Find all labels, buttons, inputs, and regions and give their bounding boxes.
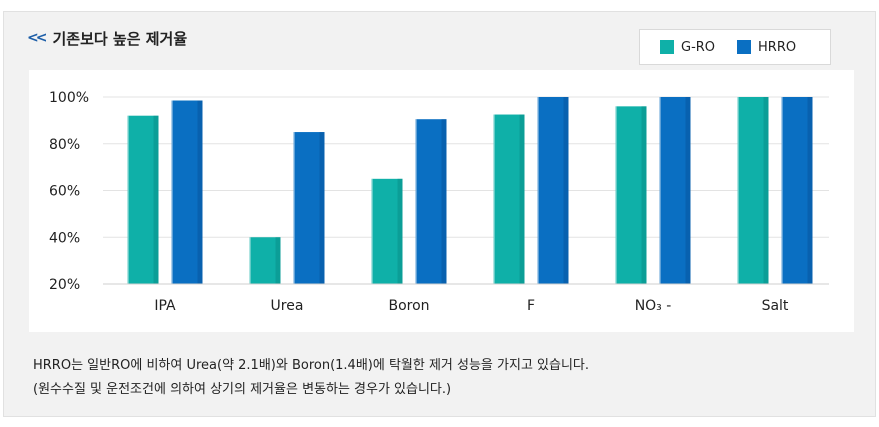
chart-area: 100% 80% 60% 40% 20% IPA Urea Boron F NO₃ - Salt — [29, 70, 854, 332]
bar-g-ro-0 — [127, 115, 159, 284]
x-tick-label: Boron — [388, 298, 429, 314]
y-tick-label: 100% — [49, 90, 89, 106]
bar-g-ro-5 — [737, 97, 769, 284]
legend-label-g-ro: G-RO — [681, 39, 716, 55]
double-chevron-left-icon: << — [27, 30, 48, 46]
legend-label-hrro: HRRO — [758, 39, 797, 55]
y-tick-label: 20% — [49, 277, 80, 293]
section-title: 기존보다 높은 제거율 — [52, 29, 188, 48]
legend: G-RO HRRO — [639, 29, 831, 65]
bar-g-ro-1 — [249, 237, 281, 284]
legend-swatch-g-ro — [660, 40, 674, 54]
bar-hrro-1 — [293, 132, 325, 284]
legend-swatch-hrro — [737, 40, 752, 54]
bar-hrro-5 — [781, 97, 813, 284]
bar-g-ro-4 — [615, 106, 647, 284]
bar-hrro-2 — [415, 119, 447, 284]
y-tick-label: 40% — [49, 230, 80, 246]
bar-hrro-3 — [537, 97, 569, 284]
note-line-2: (원수수질 및 운전조건에 의하여 상기의 제거율은 변동하는 경우가 있습니다… — [33, 382, 452, 397]
bar-hrro-4 — [659, 97, 691, 284]
legend-item-g-ro: G-RO — [660, 40, 715, 55]
bar-hrro-0 — [171, 100, 203, 284]
legend-item-hrro: HRRO — [737, 40, 796, 55]
x-tick-label: F — [527, 298, 535, 314]
bar-chart: 100% 80% 60% 40% 20% IPA Urea Boron F NO₃ - Salt — [49, 90, 829, 314]
x-tick-label: Salt — [762, 298, 789, 314]
note-line-1: HRRO는 일반RO에 비하여 Urea(약 2.1배)와 Boron(1.4배… — [33, 358, 590, 373]
section-header: << 기존보다 높은 제거율 — [27, 27, 187, 49]
x-tick-label: Urea — [271, 298, 304, 314]
y-tick-label: 60% — [49, 184, 80, 200]
bar-g-ro-3 — [493, 114, 525, 284]
x-tick-label: NO₃ - — [635, 298, 672, 314]
y-tick-label: 80% — [49, 137, 80, 153]
x-tick-label: IPA — [154, 298, 176, 314]
bar-g-ro-2 — [371, 178, 403, 284]
